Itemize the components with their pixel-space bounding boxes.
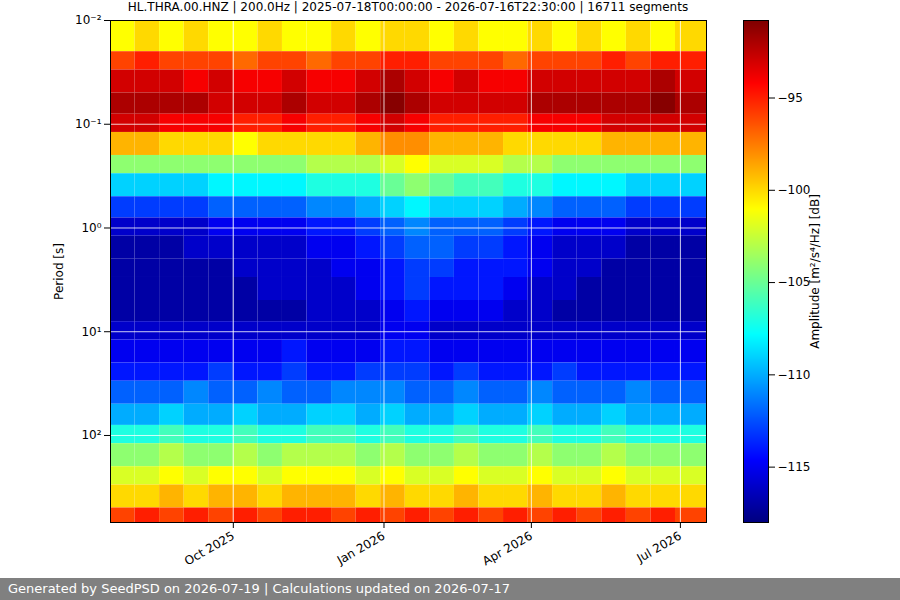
svg-text:10⁻¹: 10⁻¹ <box>75 117 102 131</box>
svg-text:Apr 2026: Apr 2026 <box>480 529 535 569</box>
svg-text:Amplitude [m²/s⁴/Hz] [dB]: Amplitude [m²/s⁴/Hz] [dB] <box>808 194 822 349</box>
svg-text:−110: −110 <box>778 368 811 382</box>
svg-text:Jul 2026: Jul 2026 <box>634 529 684 566</box>
svg-text:Jan 2026: Jan 2026 <box>334 529 388 568</box>
svg-text:−95: −95 <box>778 91 803 105</box>
svg-text:−105: −105 <box>778 275 811 289</box>
html-text:HL.THRA.00.HNZ | 200.0Hz | 202: HL.THRA.00.HNZ | 200.0Hz | 2025-07-18T00… <box>127 0 689 14</box>
svg-text:10⁰: 10⁰ <box>81 221 101 235</box>
svg-text:10²: 10² <box>81 428 101 442</box>
svg-text:Oct 2025: Oct 2025 <box>182 529 237 569</box>
svg-text:10¹: 10¹ <box>81 325 101 339</box>
html-text:Generated by SeedPSD on 2026-0: Generated by SeedPSD on 2026-07-19 | Cal… <box>8 581 510 596</box>
svg-text:−100: −100 <box>778 183 811 197</box>
svg-text:Period [s]: Period [s] <box>52 243 66 300</box>
svg-text:10⁻²: 10⁻² <box>75 13 102 27</box>
svg-text:−115: −115 <box>778 460 811 474</box>
